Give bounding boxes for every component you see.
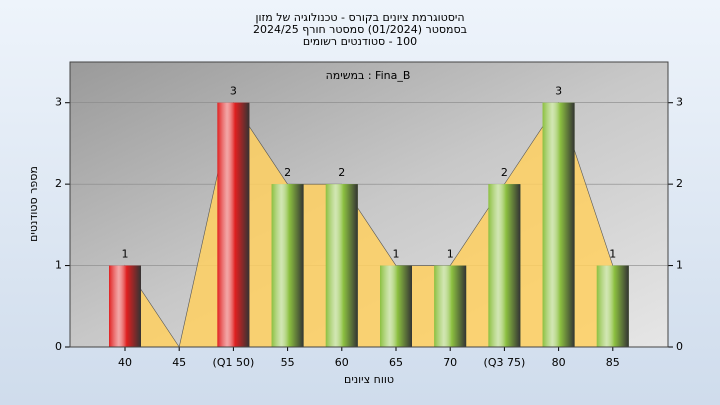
plot-frame [69,61,669,348]
bar [271,184,304,347]
bar [542,102,575,347]
x-tick-label: 55 [281,356,295,369]
x-tick-label: 40 [118,356,132,369]
x-tick-label: 65 [389,356,403,369]
bar [325,184,358,347]
value-label: 2 [338,166,345,179]
x-axis-label: טווח ציונים [344,373,394,386]
value-label: 2 [284,166,291,179]
value-label: 1 [122,248,129,261]
y-tick-label: 3 [55,96,62,109]
y2-tick-label: 1 [676,259,683,272]
bar [434,265,467,347]
x-tick-label: (Q1 50) [213,356,255,369]
y2-tick-label: 2 [676,177,683,190]
value-label: 3 [555,85,562,98]
bar [380,265,412,347]
bar [109,265,141,347]
y-tick-label: 2 [55,177,62,190]
value-label: 1 [393,248,400,261]
y-tick-label: 0 [55,340,62,353]
value-label: 1 [447,248,454,261]
y-axis-label: מספר סטודנטים [27,166,40,242]
title-line: 100 - סטודנטים רשומים [303,35,417,48]
x-tick-label: 80 [552,356,566,369]
x-tick-label: 85 [606,356,620,369]
value-label: 2 [501,166,508,179]
x-tick-label: (Q3 75) [484,356,526,369]
x-tick-label: 70 [443,356,457,369]
y-tick-label: 1 [55,259,62,272]
x-tick-label: 60 [335,356,349,369]
title-line: היסטוגרמת ציונים בקורס - טכנולוגיה של מז… [255,11,464,24]
y2-tick-label: 3 [676,96,683,109]
subtitle: Fina_B : במשימה [326,69,411,82]
value-label: 1 [609,248,616,261]
value-label: 3 [230,85,237,98]
x-tick-label: 45 [172,356,186,369]
bar [217,102,250,347]
y2-tick-label: 0 [676,340,683,353]
bar [596,265,629,347]
bar [488,184,521,347]
title-line: בסמסטר (01/2024) סמסטר חורף 2024/25 [253,23,467,36]
